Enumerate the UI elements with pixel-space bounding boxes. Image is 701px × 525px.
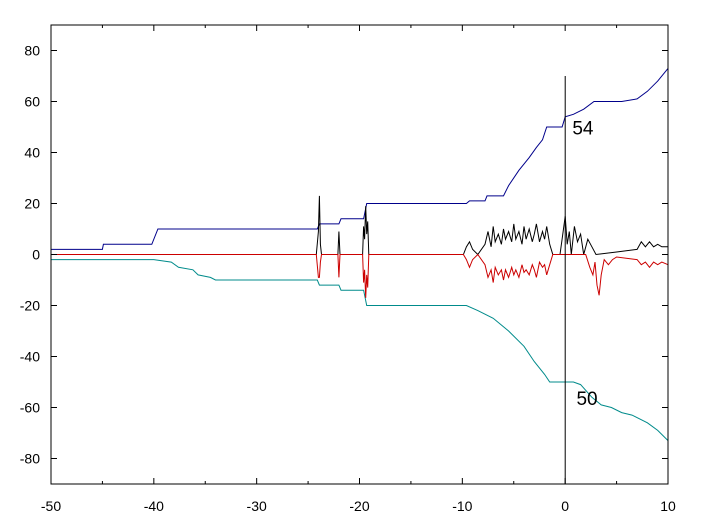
annotation-label: 50 [576, 389, 597, 410]
series-line-4 [51, 253, 669, 298]
series-line-3 [51, 195, 668, 256]
series-layer [51, 68, 669, 484]
x-tick-label: 10 [660, 498, 676, 514]
x-tick-label: -40 [144, 498, 164, 514]
series-line-1 [51, 68, 669, 250]
y-tick-label: 60 [24, 94, 40, 110]
annotations: 54 50 [572, 119, 597, 410]
y-axis: -80 -60 -40 -20 0 20 40 60 80 [20, 43, 668, 467]
x-tick-label: -30 [247, 498, 267, 514]
x-tick-label: -50 [41, 498, 61, 514]
y-tick-label: 20 [24, 196, 40, 212]
y-tick-label: -60 [20, 400, 40, 416]
series-line-2 [51, 259, 669, 441]
y-tick-label: -40 [20, 349, 40, 365]
annotation-label: 54 [572, 119, 594, 140]
y-tick-label: -80 [20, 451, 40, 467]
x-tick-label: -20 [349, 498, 369, 514]
x-tick-label: -10 [452, 498, 472, 514]
x-axis: -50 -40 -30 -20 -10 0 10 [41, 25, 676, 514]
y-tick-label: -20 [20, 298, 40, 314]
y-tick-label: 40 [24, 145, 40, 161]
x-tick-label: 0 [561, 498, 569, 514]
y-tick-label: 80 [24, 43, 40, 59]
y-tick-label: 0 [32, 247, 40, 263]
